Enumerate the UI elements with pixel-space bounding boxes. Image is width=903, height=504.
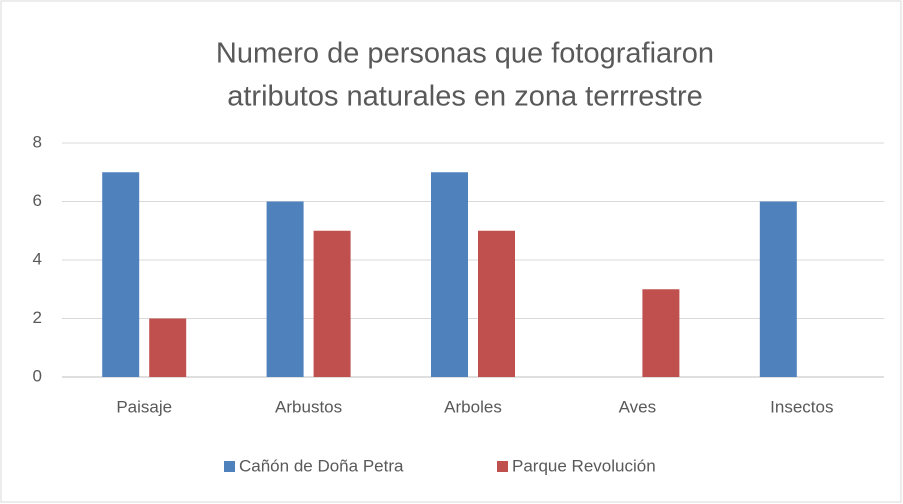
bar [759, 201, 797, 377]
x-tick-label: Arbustos [275, 397, 342, 416]
legend-label: Parque Revolución [512, 456, 656, 475]
chart-title: Numero de personas que fotografiaron [216, 38, 714, 70]
x-tick-label: Paisaje [116, 397, 172, 416]
bar [478, 230, 515, 377]
bar [149, 318, 187, 377]
x-tick-label: Insectos [770, 397, 833, 416]
y-tick-label: 8 [33, 132, 42, 151]
bar [431, 172, 468, 377]
y-tick-label: 0 [33, 366, 42, 385]
y-tick-label: 4 [33, 249, 42, 268]
y-tick-label: 6 [33, 191, 42, 210]
x-tick-label: Aves [619, 397, 657, 416]
legend-label: Cañón de Doña Petra [239, 456, 404, 475]
y-tick-label: 2 [33, 308, 42, 327]
x-tick-label: Arboles [444, 397, 502, 416]
bar [102, 172, 140, 377]
bar [642, 289, 680, 377]
bar [313, 230, 351, 377]
chart-title: atributos naturales en zona terrrestre [227, 81, 703, 113]
legend-swatch [497, 461, 508, 472]
legend-swatch [224, 461, 235, 472]
bar [266, 201, 304, 377]
